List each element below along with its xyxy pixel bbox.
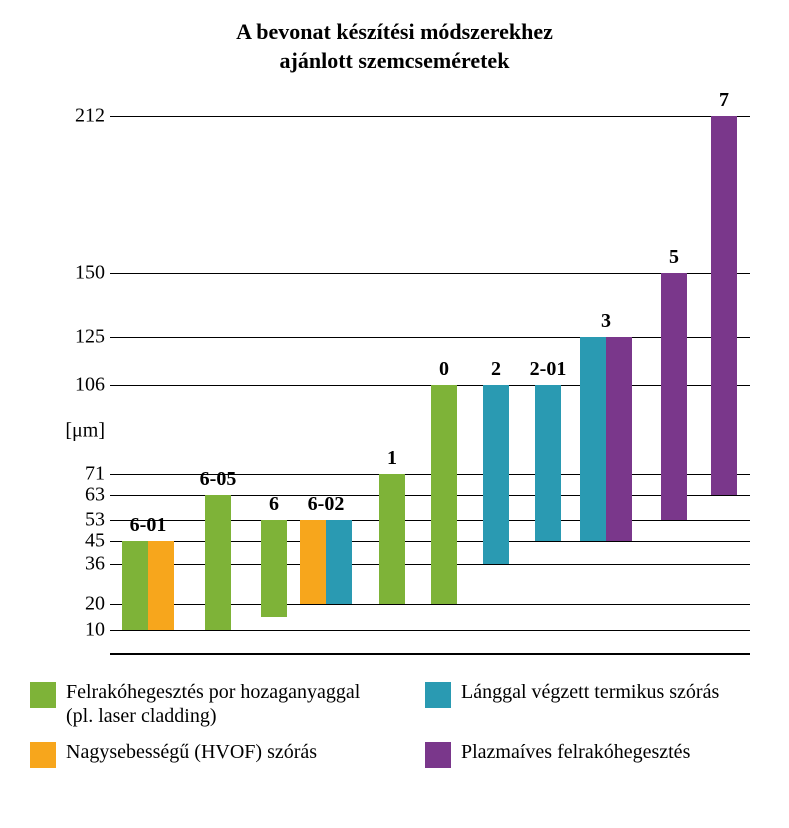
bar-group-label: 2-01 [530,358,567,381]
bar [431,385,457,604]
swatch-purple [425,742,451,768]
y-tick-label: 63 [85,483,105,506]
gridline [110,385,750,386]
bar-group-label: 2 [491,358,501,381]
bar [483,385,509,563]
bar-group-label: 6-05 [200,468,237,491]
y-tick-label: 10 [85,618,105,641]
legend-text-3: Nagysebességű (HVOF) szórás [66,740,317,764]
title-line-1: A bevonat készítési módszerekhez [0,18,789,47]
legend: Felrakóhegesztés por hozaganyaggal(pl. l… [30,680,760,780]
y-tick-label: 53 [85,509,105,532]
y-tick-label: 36 [85,552,105,575]
gridline [110,273,750,274]
bar [535,385,561,540]
chart-title: A bevonat készítési módszerekhez ajánlot… [0,0,789,85]
title-line-2: ajánlott szemcseméretek [0,47,789,76]
bar-group-label: 5 [669,246,679,269]
bar [205,495,231,630]
bar [122,541,148,630]
y-tick-label: 150 [75,262,105,285]
legend-item-1: Felrakóhegesztés por hozaganyaggal(pl. l… [30,680,425,728]
bar-group-label: 3 [601,310,611,333]
swatch-green [30,682,56,708]
y-tick-label: 212 [75,104,105,127]
bar-group-label: 7 [719,89,729,112]
chart-area: 10203645536371106125150212[μm]6-016-0566… [110,95,750,655]
bar [300,520,326,604]
bar [606,337,632,541]
bar [661,273,687,520]
bar-group-label: 6 [269,493,279,516]
gridline [110,337,750,338]
legend-text-2: Lánggal végzett termikus szórás [461,680,719,704]
legend-item-2: Lánggal végzett termikus szórás [425,680,719,708]
y-tick-label: 125 [75,326,105,349]
gridline [110,630,750,631]
legend-text-4: Plazmaíves felrakóhegesztés [461,740,690,764]
y-tick-label: 20 [85,593,105,616]
legend-text-1: Felrakóhegesztés por hozaganyaggal(pl. l… [66,680,360,728]
bar [148,541,174,630]
gridline [110,116,750,117]
bar-group-label: 6-02 [308,493,345,516]
bar [379,474,405,604]
y-tick-label: 45 [85,529,105,552]
swatch-teal [425,682,451,708]
bar-group-label: 1 [387,447,397,470]
bar [711,116,737,495]
bar [580,337,606,541]
y-tick-label: 71 [85,463,105,486]
bar [326,520,352,604]
legend-item-4: Plazmaíves felrakóhegesztés [425,740,690,768]
plot-area: 10203645536371106125150212[μm]6-016-0566… [110,95,750,655]
swatch-orange [30,742,56,768]
y-axis-unit: [μm] [65,420,105,443]
bar-group-label: 6-01 [130,514,167,537]
bar [261,520,287,617]
y-tick-label: 106 [75,374,105,397]
legend-item-3: Nagysebességű (HVOF) szórás [30,740,425,768]
bar-group-label: 0 [439,358,449,381]
